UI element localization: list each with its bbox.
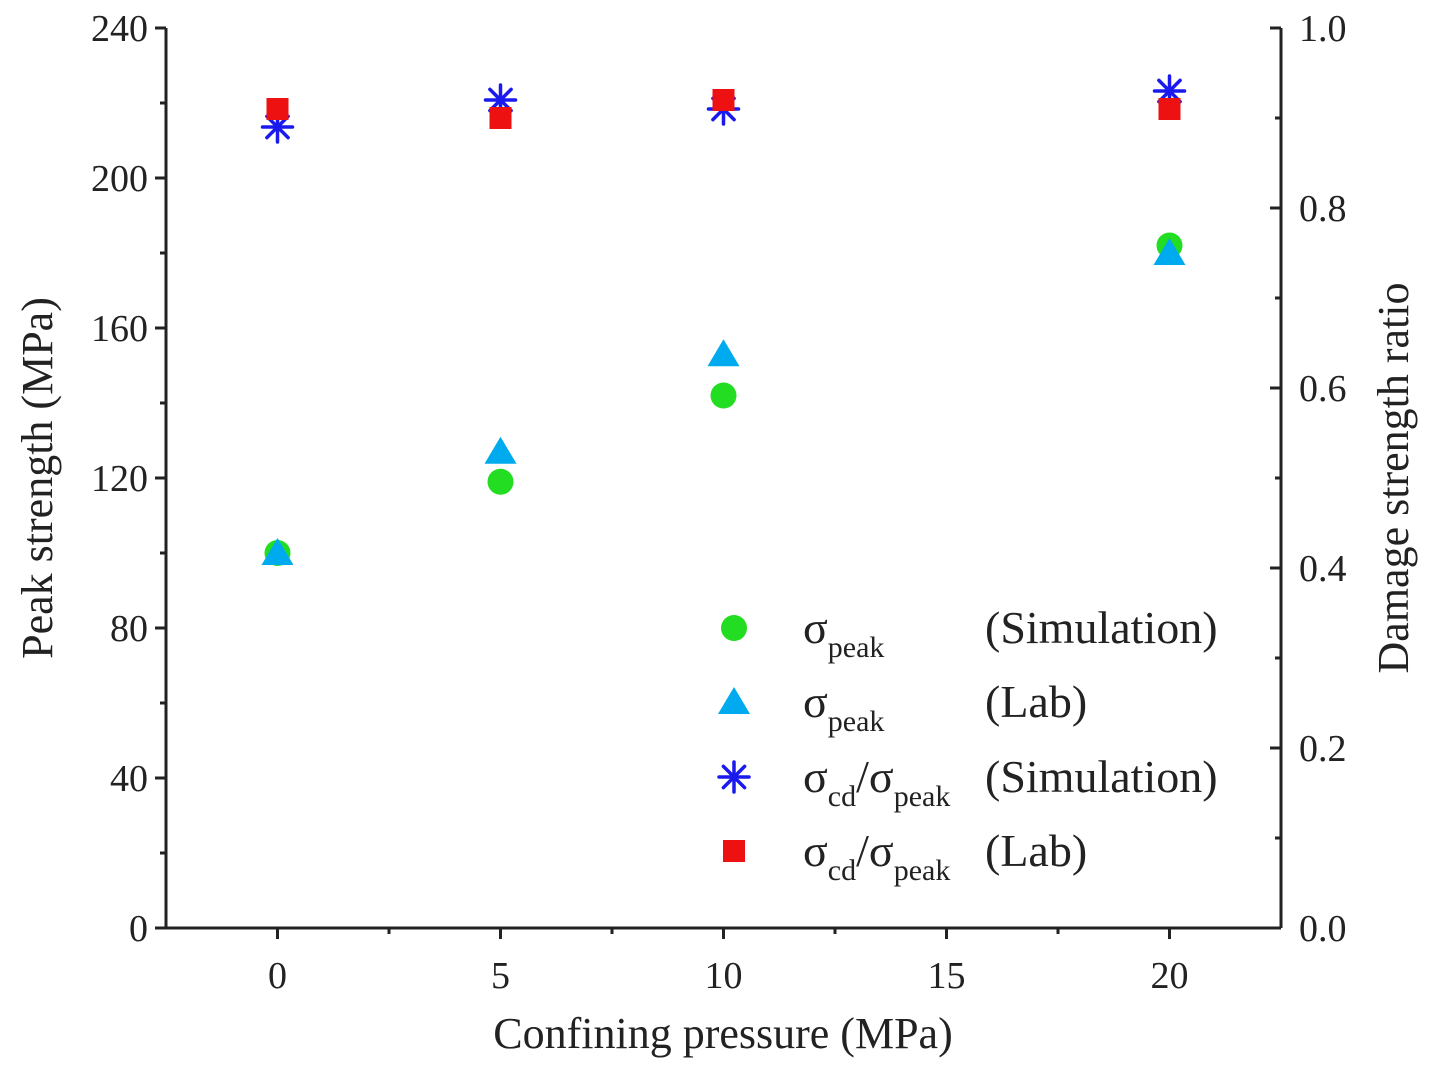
y-tick-label: 160 (91, 308, 148, 350)
y2-axis-title: Damage strength ratio (1369, 283, 1418, 674)
data-point-square (1158, 98, 1181, 120)
legend-marker-asterisk (717, 760, 751, 794)
x-tick-label: 20 (1151, 955, 1189, 997)
y2-tick-label: 1.0 (1299, 8, 1347, 50)
x-tick-label: 5 (491, 955, 510, 997)
legend-tag: (Lab) (985, 676, 1087, 727)
legend-tag: (Simulation) (985, 751, 1218, 802)
legend-marker-triangle (718, 687, 750, 714)
legend-label: σcd/σpeak (803, 825, 950, 887)
y2-tick-label: 0.6 (1299, 368, 1347, 410)
legend-label: σcd/σpeak (803, 751, 950, 813)
x-tick-label: 0 (268, 955, 287, 997)
data-point-triangle (484, 436, 517, 464)
data-point-triangle (707, 339, 740, 367)
y-axis-title: Peak strength (MPa) (13, 297, 62, 659)
y-tick-label: 200 (91, 158, 148, 200)
data-marks (260, 74, 1187, 566)
y-tick-label: 240 (91, 8, 148, 50)
legend-tag: (Simulation) (985, 602, 1218, 653)
data-point-triangle (261, 538, 294, 565)
y2-tick-label: 0.4 (1299, 548, 1347, 590)
legend-label: σpeak (803, 602, 884, 664)
y-tick-label: 120 (91, 458, 148, 500)
x-tick-label: 15 (928, 955, 966, 997)
y2-tick-label: 0.0 (1299, 908, 1347, 950)
data-point-circle (487, 468, 514, 495)
data-point-square (712, 89, 735, 111)
data-point-square (266, 98, 289, 120)
x-tick-label: 10 (705, 955, 743, 997)
y-tick-label: 0 (129, 908, 148, 950)
data-point-triangle (1153, 238, 1186, 265)
legend: σpeak (Simulation) σpeak (Lab) σcd/σpeak (Sim… (717, 602, 1218, 887)
y-tick-label: 40 (110, 758, 148, 800)
legend-label: σpeak (803, 676, 884, 738)
ticks: 0 5 10 15 20040801201602002400.00.20.40.60.8… (91, 8, 1347, 997)
y2-tick-label: 0.8 (1299, 188, 1347, 230)
data-point-square (489, 107, 512, 129)
y-tick-label: 80 (110, 608, 148, 650)
legend-marker-square (723, 840, 745, 862)
legend-tag: (Lab) (985, 825, 1087, 876)
y2-tick-label: 0.2 (1299, 728, 1347, 770)
legend-marker-circle (721, 615, 747, 641)
x-axis-title: Confining pressure (MPa) (493, 1009, 953, 1058)
data-point-circle (710, 382, 737, 409)
